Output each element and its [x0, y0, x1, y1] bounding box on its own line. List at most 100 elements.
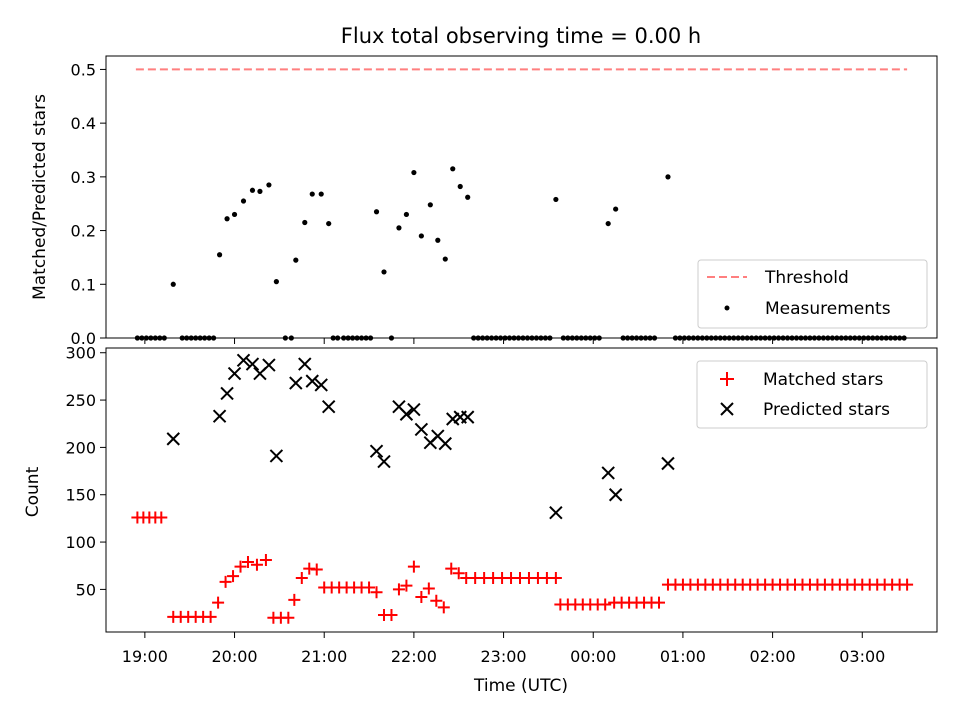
measurement-point [471, 335, 477, 341]
legend-measurements-swatch [724, 305, 730, 311]
measurement-point [767, 335, 773, 341]
top-y-tick-label: 0.0 [71, 329, 96, 348]
measurement-point [892, 335, 898, 341]
matched-star-point [250, 558, 263, 571]
predicted-star-point [601, 466, 615, 480]
measurement-point [358, 335, 365, 341]
measurement-point [143, 335, 149, 341]
matched-star-point [295, 572, 308, 585]
bottom-x-tick-label: 01:00 [660, 647, 706, 666]
bottom-y-tick-label: 250 [65, 391, 96, 410]
matched-star-point [437, 601, 450, 614]
measurement-point [865, 335, 871, 341]
measurement-point [749, 335, 755, 341]
legend-measurements-label: Measurements [765, 299, 891, 319]
measurement-point [197, 335, 203, 341]
measurement-point [206, 335, 212, 341]
top-y-tick-label: 0.1 [71, 275, 96, 294]
measurement-point [273, 279, 279, 285]
predicted-star-point [236, 353, 251, 368]
measurement-point [793, 335, 800, 341]
measurement-point [529, 335, 535, 341]
measurement-point [511, 335, 517, 341]
predicted-star-point [212, 409, 227, 423]
predicted-star-point [414, 422, 429, 437]
measurement-point [883, 335, 889, 341]
measurement-point [161, 335, 167, 341]
top-y-tick-label: 0.3 [71, 168, 96, 187]
bottom-y-tick-label: 200 [65, 438, 96, 457]
predicted-star-point [269, 449, 284, 463]
predicted-star-point [399, 407, 414, 421]
bottom-y-tick-label: 150 [65, 486, 96, 505]
measurement-point [605, 220, 611, 227]
measurement-point [330, 335, 336, 341]
bottom-x-tick-label: 19:00 [122, 647, 168, 666]
predicted-star-point [608, 488, 623, 502]
measurement-point [520, 335, 526, 341]
measurement-point [388, 335, 395, 341]
predicted-star-point [166, 432, 180, 446]
matched-star-point [241, 555, 254, 568]
measurement-point [170, 281, 176, 287]
measurement-point [771, 335, 777, 341]
measurement-point [157, 335, 163, 341]
measurement-point [367, 335, 374, 341]
top-y-tick-label: 0.5 [71, 60, 96, 79]
measurement-point [672, 335, 679, 341]
measurement-point [820, 335, 827, 341]
matched-star-point [599, 598, 612, 611]
measurement-point [493, 335, 499, 341]
matched-star-point [234, 560, 247, 573]
matched-star-point [219, 575, 232, 588]
measurement-point [843, 335, 849, 341]
legend-predicted-label: Predicted stars [763, 400, 890, 420]
measurement-point [578, 335, 584, 341]
bottom-x-tick-label: 03:00 [839, 647, 885, 666]
legend-threshold-label: Threshold [764, 268, 849, 288]
bottom-x-tick-label: 23:00 [481, 647, 527, 666]
predicted-star-point [245, 357, 260, 371]
bottom-panel: 50 100 150 200 250 300 19:00 20:00 21:00 22:00 23… [23, 344, 938, 696]
predicted-star-point [549, 506, 563, 520]
measurement-point [870, 335, 876, 341]
predicted-star-point [220, 386, 234, 401]
measurement-point [293, 257, 299, 263]
matched-star-point [392, 583, 405, 596]
top-y-tick-label: 0.4 [71, 114, 96, 133]
predicted-star-point [369, 444, 384, 458]
predicted-star-point [262, 358, 276, 372]
bottom-x-tick-label: 20:00 [211, 647, 257, 666]
measurement-point [560, 335, 566, 341]
bottom-legend: Matched stars Predicted stars [696, 360, 928, 429]
measurement-point [901, 335, 907, 341]
measurement-point [240, 198, 247, 204]
measurement-point [753, 335, 759, 341]
predicted-star-point [305, 374, 319, 388]
measurement-point [565, 335, 571, 341]
matched-star-point [288, 593, 301, 606]
measurement-point [231, 211, 238, 218]
measurement-point [193, 335, 199, 341]
measurement-point [613, 206, 619, 212]
top-chart-title: Flux total observing time = 0.00 h [341, 24, 701, 48]
measurement-point [780, 335, 786, 341]
predicted-star-point [314, 378, 328, 392]
measurement-point [825, 335, 831, 341]
bottom-legend-box [696, 360, 928, 429]
measurement-point [717, 335, 723, 341]
measurement-point [583, 335, 589, 341]
measurement-point [457, 183, 463, 190]
legend-matched-label: Matched stars [763, 370, 883, 390]
measurement-point [134, 335, 140, 341]
matched-star-point [363, 581, 376, 594]
bottom-y-tick-label: 300 [65, 344, 96, 363]
matched-star-point [901, 578, 914, 591]
measurement-point [775, 335, 782, 341]
measurement-point [139, 335, 145, 341]
matched-star-point [445, 562, 458, 575]
measurement-point [789, 335, 795, 341]
bottom-x-tick-label: 02:00 [750, 647, 796, 666]
matched-star-point [400, 579, 413, 592]
measurement-point [642, 335, 649, 341]
